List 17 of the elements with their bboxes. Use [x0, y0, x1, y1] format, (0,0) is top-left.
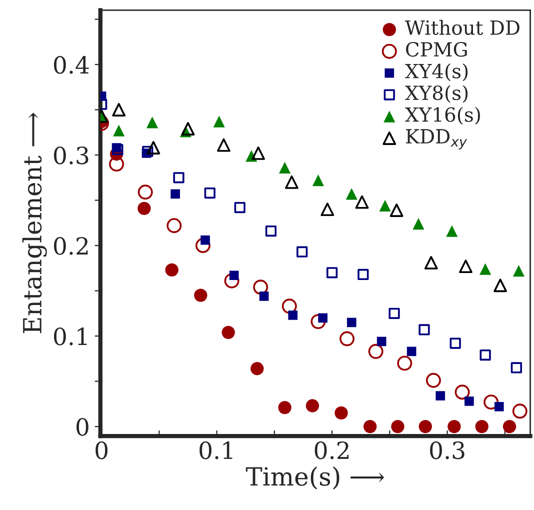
- y-tick-label: 0.1: [54, 327, 87, 346]
- legend-label: Without DD: [405, 20, 520, 35]
- legend-label: XY8(s): [405, 85, 468, 103]
- legend-label: XY16(s): [405, 106, 480, 125]
- x-tick-label: 0.3: [430, 441, 464, 460]
- x-tick-label: 0: [96, 441, 108, 460]
- y-axis-title: Entanglement ⟶: [22, 112, 47, 334]
- y-tick-label: 0.4: [54, 56, 89, 74]
- legend-label: CPMG: [406, 42, 467, 57]
- x-tick-label: 0.2: [314, 441, 348, 460]
- x-axis-title: Time(s) ⟶: [246, 466, 384, 490]
- x-tick-label: 0.1: [200, 441, 232, 460]
- y-tick-label: 0: [76, 418, 88, 436]
- legend-label: XY4(s): [405, 63, 468, 82]
- legend-label: KDD$_{xy}$: [406, 129, 468, 150]
- y-tick-label: 0.3: [54, 146, 88, 164]
- y-tick-label: 0.2: [54, 236, 88, 255]
